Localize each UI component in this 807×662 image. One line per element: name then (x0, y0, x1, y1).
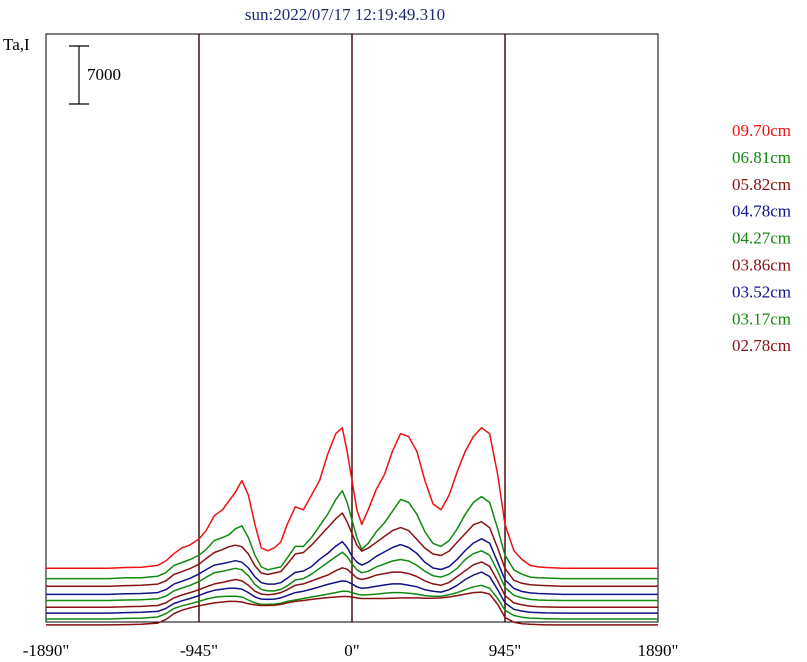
x-tick-label: 945" (489, 641, 521, 660)
chart-title: sun:2022/07/17 12:19:49.310 (245, 5, 445, 24)
legend-entry: 03.52cm (732, 282, 791, 301)
legend-entry: 03.86cm (732, 256, 791, 275)
x-tick-label: 1890" (638, 641, 679, 660)
legend-entry: 03.17cm (732, 309, 791, 328)
series-line (46, 550, 658, 602)
series-line (46, 512, 658, 587)
series-lines (46, 427, 658, 626)
series-line (46, 489, 658, 580)
legend-entry: 04.27cm (732, 229, 791, 248)
x-tick-label: -1890" (23, 641, 70, 660)
series-line (46, 584, 658, 620)
legend-entry: 06.81cm (732, 148, 791, 167)
scale-bar (69, 45, 89, 105)
series-line (46, 591, 658, 626)
x-tick-label: -945" (180, 641, 218, 660)
legend: 09.70cm 06.81cm 05.82cm 04.78cm 04.27cm 03.86… (732, 121, 791, 355)
x-tick-label: 0" (344, 641, 359, 660)
series-line (46, 571, 658, 614)
legend-entry: 02.78cm (732, 336, 791, 355)
y-axis-label: Ta,I (3, 35, 30, 54)
legend-entry: 04.78cm (732, 202, 791, 221)
series-line (46, 538, 658, 596)
series-line (46, 561, 658, 609)
scale-bar-label: 7000 (87, 65, 121, 84)
series-line (46, 427, 658, 570)
legend-entry: 09.70cm (732, 121, 791, 140)
x-tick-labels: -1890" -945" 0" 945" 1890" (23, 641, 679, 660)
legend-entry: 05.82cm (732, 175, 791, 194)
